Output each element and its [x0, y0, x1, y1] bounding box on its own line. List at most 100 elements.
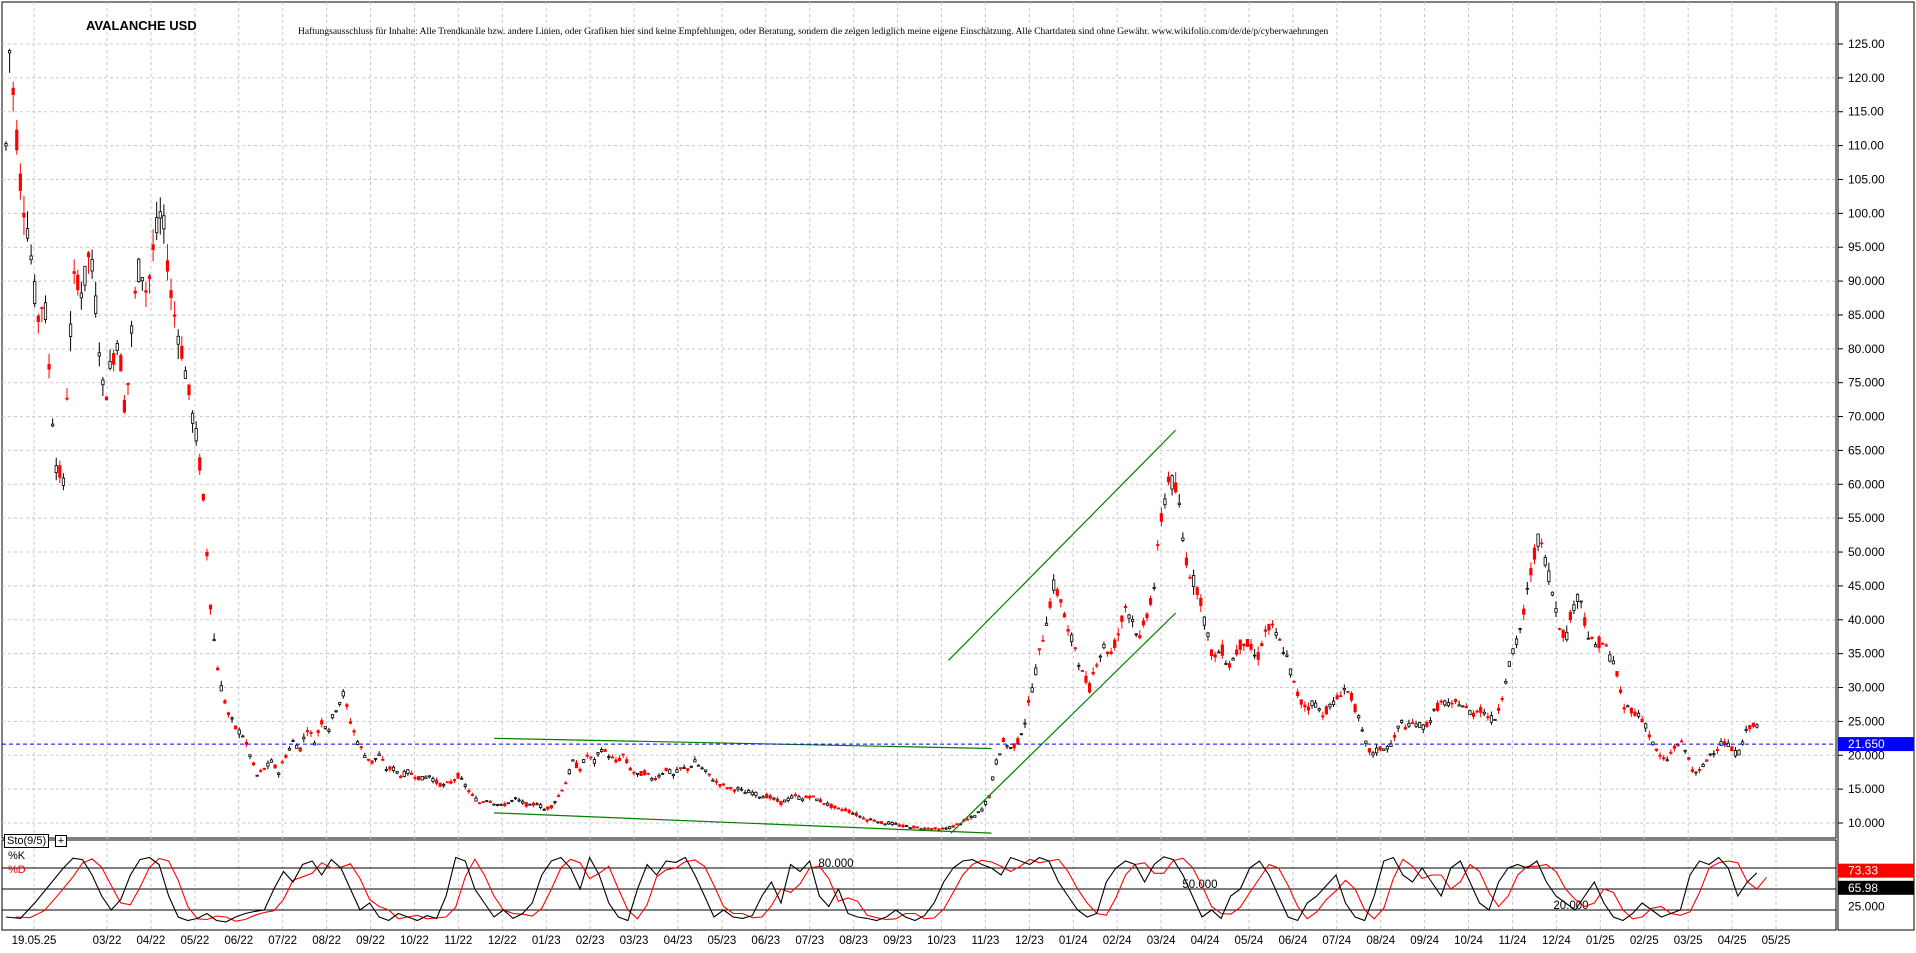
candle-body: [1260, 643, 1264, 647]
candle-body: [1037, 648, 1041, 651]
stochastic-indicator-label[interactable]: Sto(9/5): [4, 834, 50, 848]
x-tick-label: 05/25: [1762, 935, 1791, 947]
candle-body: [639, 770, 643, 776]
candle-body: [1561, 630, 1565, 639]
candle-body: [901, 824, 905, 828]
candle-body: [661, 773, 665, 775]
candle-body: [991, 776, 995, 781]
candle-body: [223, 700, 227, 704]
candle-body: [765, 793, 769, 799]
candle-body: [201, 493, 205, 501]
candle-body: [345, 704, 349, 707]
candle-body: [1202, 616, 1206, 626]
candle-body: [1687, 757, 1691, 760]
candle-body: [1026, 699, 1031, 703]
candle-body: [1392, 735, 1397, 738]
candle-body: [1619, 689, 1623, 693]
candle-body: [499, 803, 503, 806]
candle-body: [1522, 608, 1526, 615]
candle-body: [22, 212, 26, 218]
candle-body: [1400, 720, 1404, 723]
candle-body: [1166, 476, 1171, 483]
candle-body: [295, 744, 299, 749]
candle-body: [234, 725, 238, 730]
y-tick-label: 90.000: [1848, 274, 1885, 288]
candle-body: [212, 639, 216, 641]
candle-body: [341, 691, 345, 697]
candle-body: [625, 759, 629, 763]
candle-body: [1044, 622, 1049, 626]
x-tick-label: 11/23: [971, 935, 999, 947]
candle-body: [420, 776, 424, 781]
candle-body: [1199, 597, 1203, 606]
d-value-label: 65.98: [1848, 881, 1878, 895]
candle-body: [617, 757, 622, 761]
candle-body: [1436, 702, 1440, 711]
x-tick-label: 08/22: [312, 935, 341, 947]
candle-body: [1679, 740, 1684, 743]
candle-body: [417, 776, 421, 781]
candle-body: [90, 258, 94, 272]
candle-body: [811, 795, 815, 798]
candle-body: [1331, 700, 1336, 705]
candle-body: [1281, 652, 1285, 655]
candle-body: [1550, 591, 1555, 596]
y-tick-label: 100.00: [1848, 206, 1885, 220]
candle-body: [155, 217, 159, 234]
candle-body: [603, 749, 607, 752]
candle-body: [1723, 741, 1727, 746]
candle-body: [1629, 707, 1633, 714]
candle-body: [309, 732, 313, 734]
x-tick-label: 10/23: [927, 935, 956, 947]
candle-body: [388, 766, 392, 770]
candle-body: [1690, 769, 1694, 772]
candle-body: [607, 756, 611, 758]
candle-body: [1285, 654, 1289, 657]
stochastic-tick-label: 25.000: [1848, 900, 1885, 914]
candle-body: [1375, 747, 1379, 754]
x-tick-label: 02/23: [576, 935, 605, 947]
candle-body: [1410, 722, 1415, 724]
candle-body: [1403, 726, 1407, 730]
candle-body: [1511, 648, 1515, 655]
candle-body: [747, 790, 751, 794]
candle-body: [1192, 575, 1196, 588]
candle-body: [729, 786, 733, 790]
indicator-expand-icon[interactable]: +: [55, 835, 67, 847]
chart-title: AVALANCHE USD: [86, 18, 197, 33]
candle-body: [879, 821, 884, 825]
candle-body: [481, 801, 485, 803]
candle-body: [1382, 748, 1386, 752]
candle-body: [800, 798, 805, 802]
candle-body: [1715, 749, 1720, 751]
y-tick-label: 35.000: [1848, 647, 1885, 661]
candle-body: [4, 143, 8, 147]
candle-body: [1669, 751, 1673, 754]
candle-body: [1299, 699, 1303, 705]
candle-body: [865, 819, 869, 822]
candle-body: [1016, 738, 1020, 745]
candle-body: [1339, 695, 1343, 698]
candle-body: [431, 778, 435, 782]
x-tick-label: 12/24: [1542, 935, 1571, 947]
candle-body: [876, 821, 880, 824]
candle-body: [115, 342, 119, 352]
x-tick-label: 04/25: [1718, 935, 1747, 947]
candle-body: [356, 741, 360, 745]
candle-body: [305, 730, 309, 733]
candle-body: [467, 790, 471, 793]
candle-body: [973, 815, 977, 818]
candle-body: [1123, 605, 1128, 609]
x-tick-label: 02/24: [1103, 935, 1132, 947]
x-tick-label: 10/22: [400, 935, 429, 947]
candle-body: [456, 772, 460, 779]
candle-body: [1726, 742, 1730, 748]
candle-body: [797, 796, 801, 800]
candle-body: [983, 800, 988, 805]
candle-body: [1012, 743, 1016, 749]
candle-body: [409, 772, 414, 775]
candle-body: [399, 775, 403, 779]
candle-body: [112, 353, 116, 365]
candle-body: [1705, 759, 1709, 762]
candle-body: [1052, 579, 1056, 591]
